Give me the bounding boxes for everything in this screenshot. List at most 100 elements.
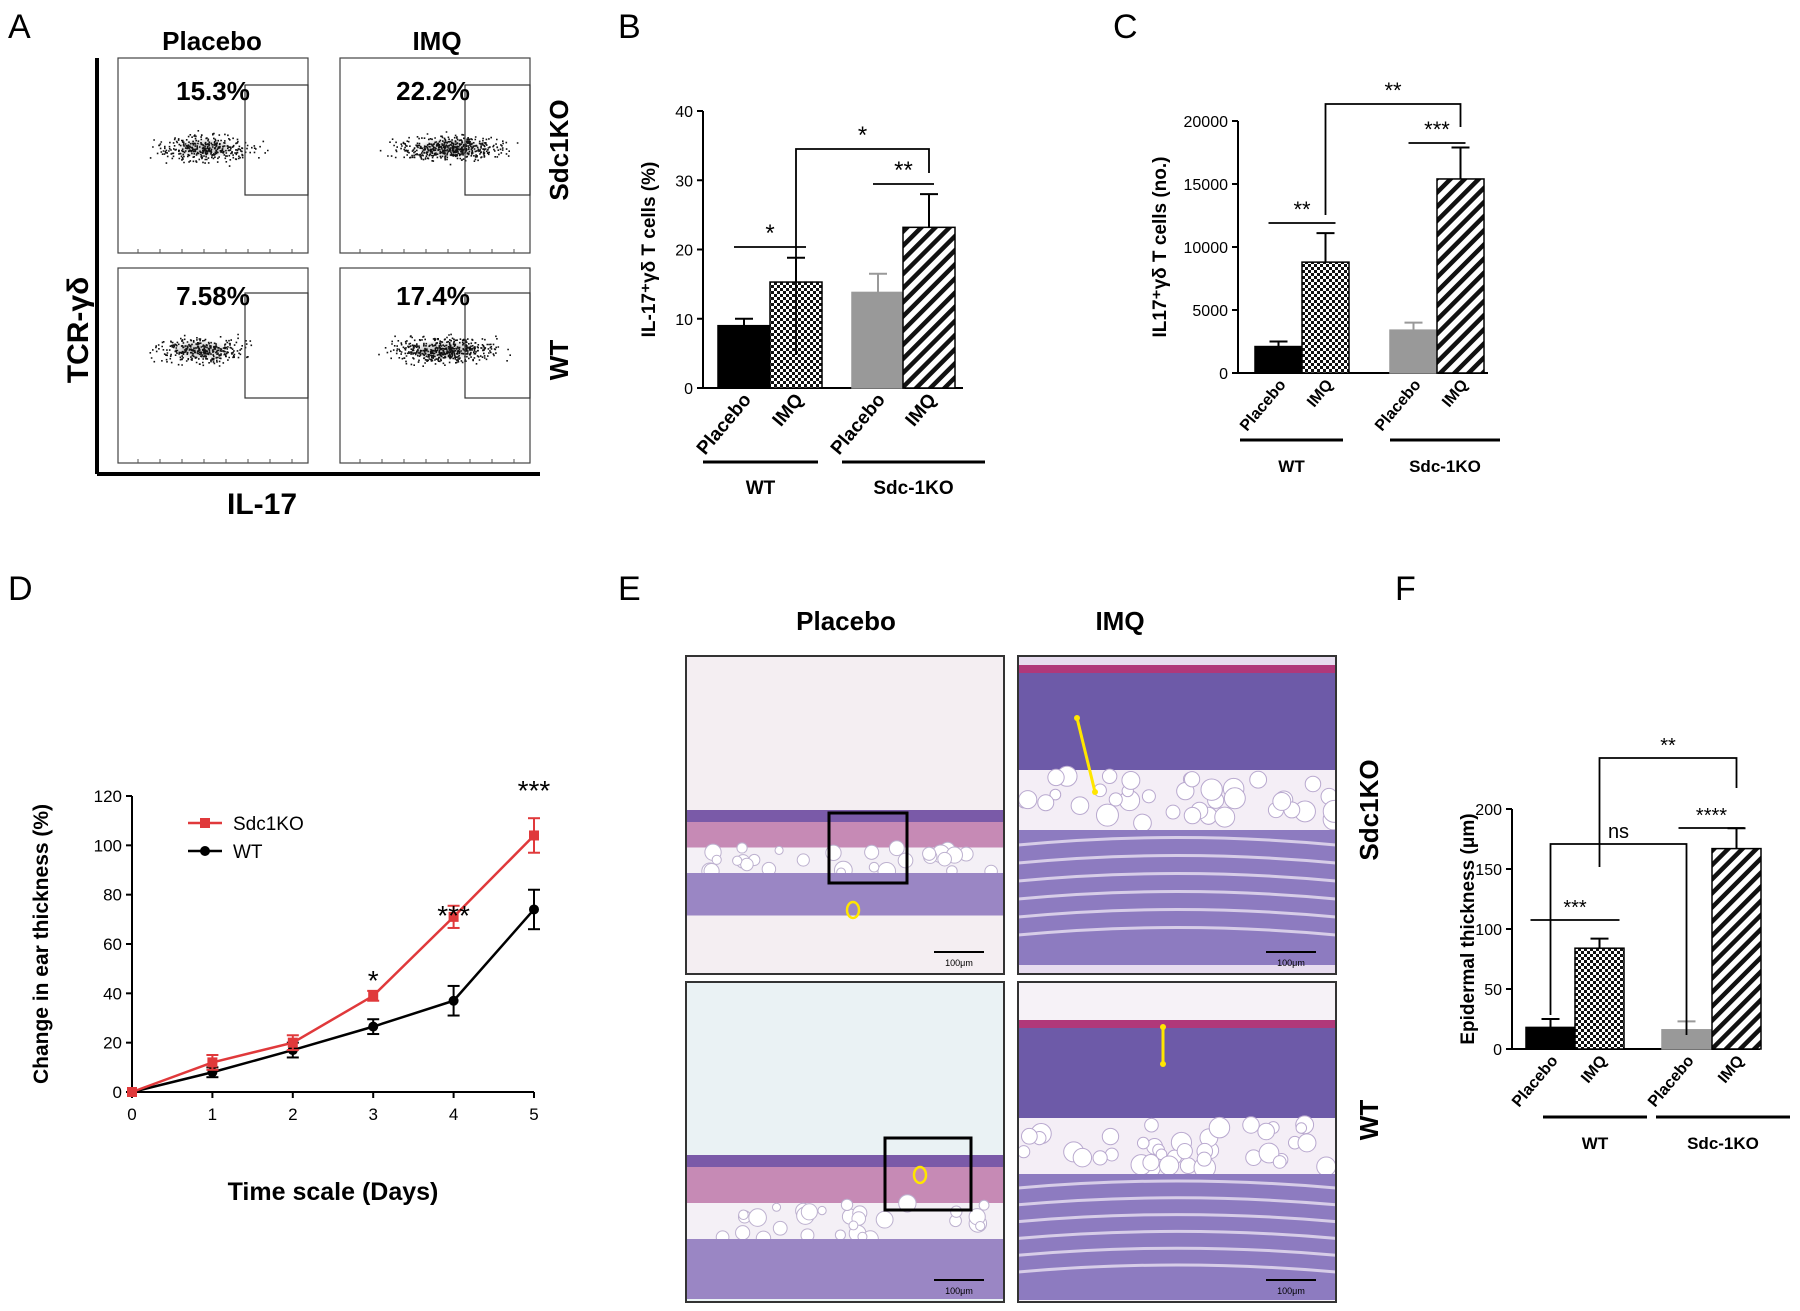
panel-c-bar-chart: 0 5000 10000 15000 20000 IL17⁺γδ T cells (no.…: [1150, 78, 1500, 476]
adipocyte: [1272, 792, 1292, 811]
x-tick-label: 4: [449, 1105, 458, 1124]
adipocyte: [1037, 794, 1055, 812]
tissue-fiber: [1018, 872, 1336, 883]
dermis-layer: [1018, 1174, 1336, 1300]
adipocyte: [1316, 1156, 1336, 1177]
arrow-head: [1160, 1024, 1166, 1030]
dermis-layer: [686, 822, 1004, 848]
group-label: WT: [1278, 457, 1305, 476]
adipocyte: [848, 1220, 859, 1231]
scale-bar-label: 100μm: [945, 1286, 973, 1296]
panel-d-line-chart: 0 20 40 60 80 100 120 0 1 2 3 4 5 Time scale (Days) Ch…: [30, 775, 550, 1206]
bar: [902, 226, 956, 389]
adipocyte: [1101, 768, 1118, 784]
flow-gate: [464, 84, 531, 196]
y-tick-label: 20: [103, 1034, 122, 1053]
y-tick-label: 0: [1493, 1042, 1502, 1059]
epidermis-layer: [1018, 665, 1336, 770]
data-point: [448, 995, 459, 1006]
adipocyte: [1242, 1116, 1260, 1134]
adipocyte: [1200, 778, 1223, 801]
y-tick-label: 200: [1475, 802, 1502, 819]
stratum-corneum: [1018, 665, 1336, 673]
significance-bracket: [1549, 843, 1688, 1035]
arrow-head: [1074, 715, 1080, 721]
stratum-corneum: [1018, 1020, 1336, 1028]
flow-gate: [464, 292, 531, 399]
image-frame: [1017, 655, 1337, 975]
adipocyte: [1214, 806, 1236, 828]
adipocyte: [1165, 804, 1181, 820]
tissue-fiber: [1018, 1196, 1336, 1207]
adipocyte: [1072, 1147, 1093, 1168]
x-category-label: IMQ: [769, 390, 808, 431]
adipocyte: [1095, 803, 1119, 827]
adipocyte: [1159, 1155, 1180, 1176]
x-category-label: IMQ: [1578, 1053, 1610, 1087]
adipocyte: [1208, 1116, 1231, 1139]
bar: [1389, 329, 1438, 374]
adipocyte: [796, 853, 810, 867]
arrow-head: [1160, 1061, 1166, 1067]
panel-e-col-header-imq: IMQ: [1095, 606, 1144, 636]
significance-label: ***: [1563, 897, 1587, 919]
adipocyte: [1136, 1136, 1150, 1150]
tissue-fiber: [1018, 908, 1336, 919]
adipocyte: [1196, 1151, 1212, 1167]
adipocyte: [1183, 771, 1201, 788]
adipocyte: [800, 1203, 818, 1221]
panel-a-y-label: TCR-γδ: [62, 277, 95, 384]
epidermis-layer: [1018, 1020, 1336, 1118]
scale-bar-label: 100μm: [945, 958, 973, 968]
flow-plot-frame: [339, 267, 531, 464]
adipocyte: [1295, 1122, 1308, 1134]
x-tick-label: 0: [127, 1105, 136, 1124]
significance-label: *: [765, 220, 774, 247]
adipocyte: [1018, 1145, 1031, 1159]
flow-plot: 17.4%: [339, 267, 531, 464]
data-point: [529, 904, 539, 915]
flow-gate: [244, 84, 309, 196]
scale-bar-label: 100μm: [1277, 958, 1305, 968]
significance-label: *: [368, 965, 379, 996]
panel-letter-d: D: [8, 570, 33, 608]
adipocyte: [1249, 770, 1268, 789]
tissue-fiber: [1018, 926, 1336, 937]
x-tick-label: 2: [288, 1105, 297, 1124]
tissue-fiber: [1018, 1179, 1336, 1190]
y-tick-label: 15000: [1184, 177, 1229, 194]
adipocyte: [736, 842, 748, 854]
legend-label: Sdc1KO: [233, 814, 304, 835]
adipocyte: [1258, 1142, 1280, 1164]
epidermis-layer: [686, 810, 1004, 822]
data-point: [287, 1037, 298, 1048]
flow-plot-frame: [117, 267, 309, 464]
significance-bracket: [1324, 103, 1462, 215]
adipocyte: [771, 1202, 782, 1212]
flow-gate-percentage: 15.3%: [176, 76, 250, 106]
flow-events: [378, 333, 511, 367]
significance-bracket: [1598, 757, 1738, 867]
group-label: Sdc-1KO: [1687, 1134, 1759, 1153]
significance-label: **: [1384, 78, 1402, 103]
histology-image: 100μm: [1017, 655, 1337, 975]
tissue-fiber: [1018, 1263, 1336, 1274]
panel-a-row-label-wt: WT: [544, 340, 574, 381]
y-axis-label: IL17⁺γδ T cells (no.): [1150, 157, 1171, 338]
significance-label: ns: [1608, 821, 1629, 843]
flow-events: [149, 333, 253, 367]
y-tick-label: 0: [113, 1083, 122, 1102]
adipocyte: [732, 855, 743, 866]
y-tick-label: 50: [1484, 982, 1502, 999]
panel-a-col-header-imq: IMQ: [412, 26, 461, 56]
image-frame: [685, 981, 1005, 1303]
legend-marker: [200, 818, 210, 828]
y-tick-label: 60: [103, 935, 122, 954]
adipocyte: [1047, 768, 1065, 787]
group-label: Sdc-1KO: [873, 478, 953, 499]
adipocyte: [1144, 1117, 1159, 1133]
bar: [1254, 345, 1303, 374]
adipocyte: [1176, 1143, 1193, 1160]
adipocyte: [1179, 1157, 1197, 1175]
